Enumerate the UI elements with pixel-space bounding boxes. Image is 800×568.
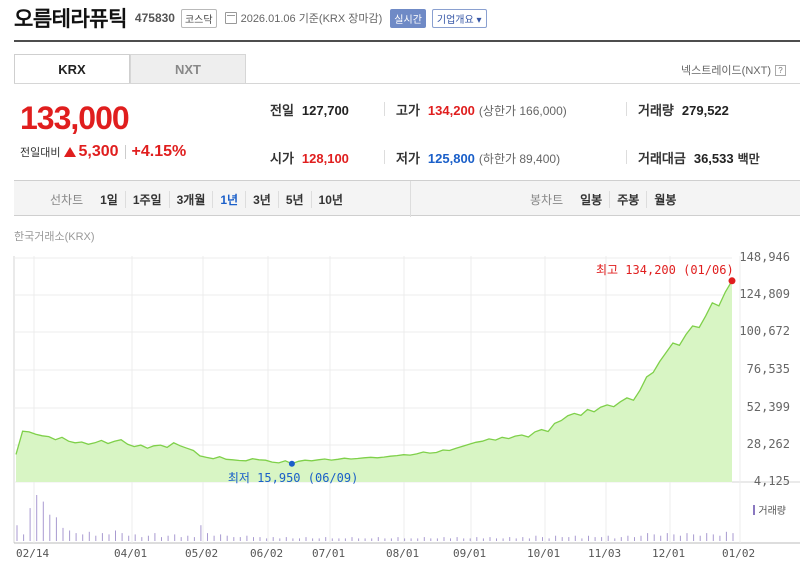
tab-krx[interactable]: KRX: [14, 54, 130, 84]
stat-open: 시가 128,100: [270, 148, 349, 167]
stat-divider: [626, 150, 627, 164]
high-point-marker: [728, 277, 736, 285]
change-amount: 5,300: [78, 143, 119, 160]
stat-divider: [384, 102, 385, 116]
help-icon[interactable]: ?: [775, 64, 786, 76]
as-of-date: 2026.01.06 기준(KRX 장마감): [240, 13, 383, 25]
y-tick-label: 28,262: [746, 437, 790, 451]
stat-sub: (하한가 89,400): [478, 152, 561, 166]
stat-high: 고가 134,200 (상한가 166,000): [396, 100, 567, 119]
low-annotation: 최저 15,950 (06/09): [227, 470, 359, 485]
change-label: 전일대비: [20, 147, 61, 159]
realtime-button[interactable]: 실시간: [390, 8, 426, 28]
candle-chart-label: 봉차트: [530, 192, 564, 207]
x-tick-label: 12/01: [652, 547, 686, 560]
change-separator: [124, 145, 126, 159]
stock-code: 475830: [134, 11, 175, 25]
x-tick-label: 09/01: [453, 547, 487, 560]
y-tick-label: 76,535: [746, 362, 790, 376]
y-tick-label: 148,946: [739, 250, 790, 264]
nxt-link[interactable]: 넥스트레이드(NXT) ?: [681, 62, 786, 78]
period-1y[interactable]: 1년: [212, 190, 245, 208]
current-price: 133,000: [20, 100, 130, 136]
price-change: 전일대비 5,300 +4.15%: [20, 143, 186, 161]
stat-volume: 거래량 279,522: [638, 100, 729, 119]
stat-value: 125,800: [427, 151, 475, 166]
candle-chart-periods: 봉차트 일봉 주봉 월봉: [530, 181, 683, 217]
up-triangle-icon: [64, 147, 77, 157]
x-tick-label: 08/01: [386, 547, 420, 560]
y-tick-label: 52,399: [746, 400, 790, 414]
y-tick-label: 100,672: [739, 324, 790, 338]
x-tick-label: 05/02: [185, 547, 219, 560]
stat-unit: 백만: [737, 152, 760, 166]
line-chart-periods: 선차트 1일 1주일 3개월 1년 3년 5년 10년: [50, 181, 350, 217]
stat-sub: (상한가 166,000): [478, 104, 567, 118]
period-3y[interactable]: 3년: [245, 190, 278, 208]
stat-label: 거래대금: [638, 151, 686, 166]
x-tick-label: 07/01: [312, 547, 346, 560]
volume-legend-swatch: [753, 504, 756, 515]
stat-value: 36,533: [693, 151, 734, 166]
stock-name[interactable]: 오름테라퓨틱: [14, 8, 127, 31]
period-bar: 선차트 1일 1주일 3개월 1년 3년 5년 10년 봉차트 일봉 주봉 월봉: [14, 180, 800, 217]
price-chart: [13, 256, 800, 544]
stat-value: 128,100: [301, 151, 349, 166]
stat-label: 전일: [270, 103, 294, 118]
candle-daily[interactable]: 일봉: [580, 192, 603, 207]
price-area-fill: [16, 280, 732, 482]
low-point-marker: [288, 460, 295, 467]
stat-low: 저가 125,800 (하한가 89,400): [396, 148, 560, 167]
x-tick-label: 11/03: [588, 547, 622, 560]
stat-value: 127,700: [301, 103, 349, 118]
x-tick-label: 01/02: [722, 547, 756, 560]
price-line: [15, 280, 733, 465]
high-annotation: 최고 134,200 (01/06): [596, 262, 734, 277]
x-tick-label: 06/02: [250, 547, 284, 560]
volume-legend-label: 거래량: [758, 506, 786, 517]
stock-header: 오름테라퓨틱 475830 코스닥 2026.01.06 기준(KRX 장마감)…: [0, 0, 800, 36]
stat-value: 279,522: [681, 103, 729, 118]
header-divider: [14, 40, 800, 42]
stat-divider: [384, 150, 385, 164]
stat-prev-close: 전일 127,700: [270, 100, 349, 119]
x-tick-label: 04/01: [114, 547, 148, 560]
nxt-link-label: 넥스트레이드(NXT): [680, 65, 771, 77]
line-chart-label: 선차트: [50, 192, 84, 207]
stat-label: 거래량: [638, 103, 674, 118]
company-info-dropdown[interactable]: 기업개요 ▾: [431, 8, 487, 28]
x-tick-label: 10/01: [527, 547, 561, 560]
period-1d[interactable]: 1일: [100, 192, 118, 207]
chart-source: 한국거래소(KRX): [14, 231, 95, 243]
period-bar-divider: [410, 181, 411, 217]
market-badge: 코스닥: [180, 8, 217, 28]
stat-label: 저가: [396, 151, 420, 166]
stat-label: 고가: [396, 103, 420, 118]
period-10y[interactable]: 10년: [310, 190, 350, 208]
y-tick-label: 124,809: [739, 287, 790, 301]
calendar-icon: [224, 12, 237, 24]
volume-legend: 거래량: [753, 502, 786, 517]
period-1w[interactable]: 1주일: [124, 190, 169, 208]
x-tick-label: 02/14: [16, 547, 50, 560]
tab-nxt[interactable]: NXT: [130, 54, 246, 84]
stat-label: 시가: [270, 151, 294, 166]
stat-amount: 거래대금 36,533 백만: [638, 148, 760, 167]
candle-weekly[interactable]: 주봉: [609, 190, 646, 208]
period-5y[interactable]: 5년: [277, 190, 311, 208]
y-tick-label: 4,125: [753, 474, 790, 488]
tab-divider: [14, 83, 800, 84]
market-tabs: KRX NXT: [14, 54, 246, 84]
period-3m[interactable]: 3개월: [168, 190, 213, 208]
stat-divider: [626, 102, 627, 116]
candle-monthly[interactable]: 월봉: [646, 190, 683, 208]
stat-value: 134,200: [427, 103, 475, 118]
change-rate: +4.15%: [131, 143, 187, 160]
